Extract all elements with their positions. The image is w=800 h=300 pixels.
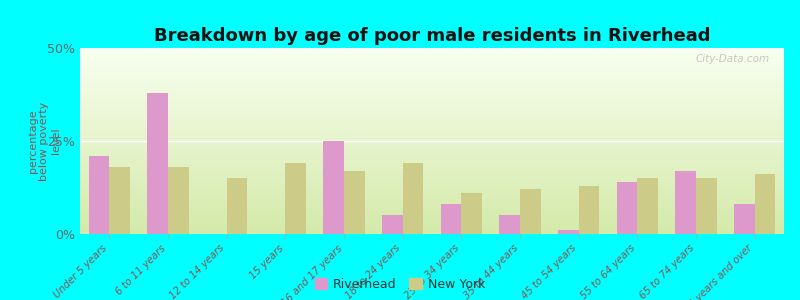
Bar — [147, 93, 168, 234]
Text: City-Data.com: City-Data.com — [696, 54, 770, 64]
Bar — [558, 230, 578, 234]
Y-axis label: percentage
below poverty
level: percentage below poverty level — [28, 101, 61, 181]
Bar — [344, 171, 365, 234]
Bar — [382, 215, 402, 234]
Bar — [638, 178, 658, 234]
Bar — [110, 167, 130, 234]
Bar — [323, 141, 344, 234]
Bar — [462, 193, 482, 234]
Bar — [402, 163, 423, 234]
Bar — [578, 186, 599, 234]
Bar — [617, 182, 638, 234]
Bar — [696, 178, 717, 234]
Bar — [499, 215, 520, 234]
Bar — [754, 175, 775, 234]
Bar — [520, 189, 541, 234]
Bar — [226, 178, 247, 234]
Title: Breakdown by age of poor male residents in Riverhead: Breakdown by age of poor male residents … — [154, 27, 710, 45]
Bar — [441, 204, 462, 234]
Bar — [286, 163, 306, 234]
Legend: Riverhead, New York: Riverhead, New York — [314, 278, 486, 291]
Bar — [734, 204, 754, 234]
Bar — [675, 171, 696, 234]
Bar — [89, 156, 110, 234]
Bar — [168, 167, 189, 234]
